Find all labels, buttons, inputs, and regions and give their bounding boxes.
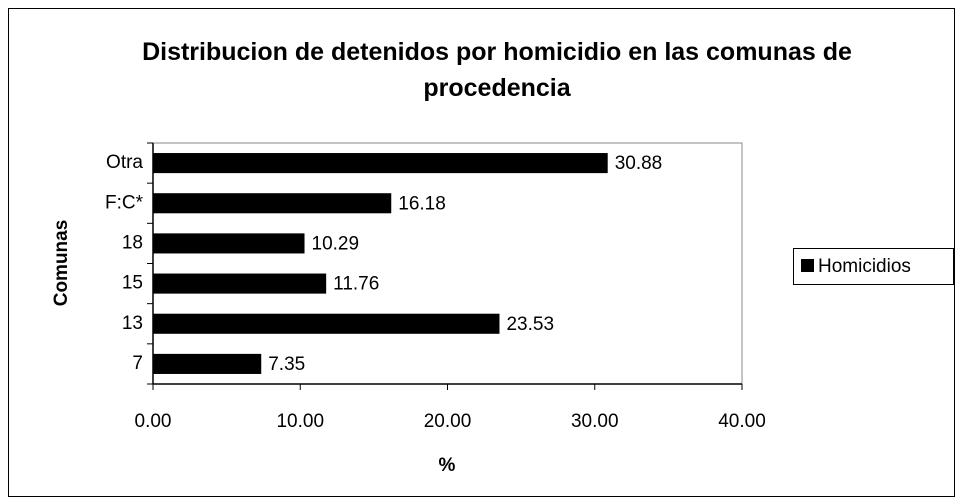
y-tick-label: 13 [122,313,143,334]
y-tick-label: 18 [122,232,143,253]
data-label: 16.18 [398,193,446,214]
bar [153,353,262,374]
y-tick-label: 15 [122,273,143,294]
bar [153,193,392,214]
data-label: 7.35 [268,354,305,375]
bar [153,273,327,294]
data-label: 23.53 [506,314,554,335]
y-axis-label: Comunas [51,220,72,307]
plot-area [152,142,743,385]
x-tick-label: 10.00 [276,411,324,432]
legend-swatch [801,259,814,272]
legend-label: Homicidios [818,256,911,277]
bar [153,233,305,254]
bar [153,313,500,334]
y-tick-label: 7 [132,353,143,374]
x-tick-label: 20.00 [424,411,472,432]
x-tick-label: 30.00 [571,411,619,432]
chart-title: Distribucion de detenidos por homicidio … [142,38,852,102]
x-tick-label: 0.00 [135,411,172,432]
x-axis-label: % [439,455,456,476]
x-tick-label: 40.00 [718,411,766,432]
chart-border [8,8,955,497]
data-label: 11.76 [333,274,379,295]
y-tick-label: F:C* [105,192,144,213]
data-label: 30.88 [615,153,663,174]
y-tick-label: Otra [106,152,143,173]
data-label: 10.29 [312,233,360,254]
legend-box [793,248,954,285]
bar [153,153,608,174]
